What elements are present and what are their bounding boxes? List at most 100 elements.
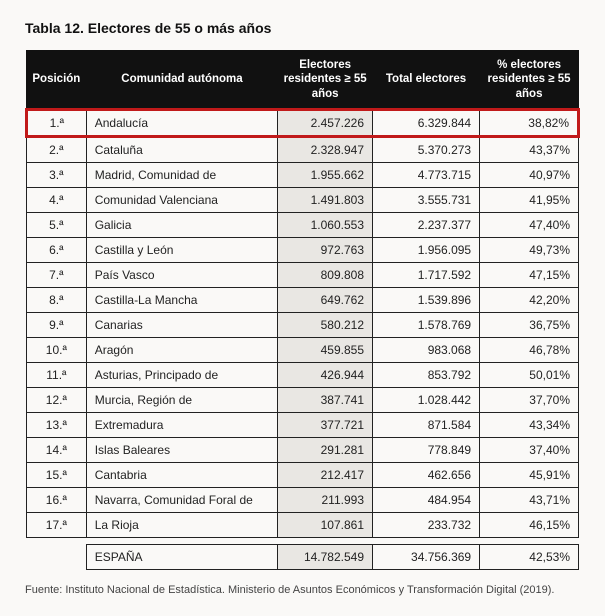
table-row: 12.ªMurcia, Región de387.7411.028.44237,… [27,388,579,413]
cell-pos: 2.ª [27,137,87,163]
cell-pos: 8.ª [27,288,87,313]
col-name: Comunidad autónoma [86,51,278,110]
table-row: 8.ªCastilla-La Mancha649.7621.539.89642,… [27,288,579,313]
cell-pos: 5.ª [27,213,87,238]
cell-tot: 1.578.769 [373,313,480,338]
table-row: 5.ªGalicia1.060.5532.237.37747,40% [27,213,579,238]
table-title: Tabla 12. Electores de 55 o más años [25,20,580,36]
cell-e55: 649.762 [278,288,373,313]
cell-name: Comunidad Valenciana [86,188,278,213]
cell-name: Islas Baleares [86,438,278,463]
cell-e55: 1.955.662 [278,163,373,188]
cell-tot: 1.717.592 [373,263,480,288]
table-row: 14.ªIslas Baleares291.281778.84937,40% [27,438,579,463]
cell-e55: 212.417 [278,463,373,488]
table-row: 1.ªAndalucía2.457.2266.329.84438,82% [27,110,579,137]
cell-e55: 387.741 [278,388,373,413]
cell-name: Cataluña [86,137,278,163]
table-row: 2.ªCataluña2.328.9475.370.27343,37% [27,137,579,163]
cell-pct: 42,20% [480,288,579,313]
cell-pos: 4.ª [27,188,87,213]
cell-pct: 38,82% [480,110,579,137]
cell-tot: 1.028.442 [373,388,480,413]
cell-name: Madrid, Comunidad de [86,163,278,188]
cell-pct: 40,97% [480,163,579,188]
cell-tot: 484.954 [373,488,480,513]
cell-pct: 46,15% [480,513,579,538]
table-row: 10.ªAragón459.855983.06846,78% [27,338,579,363]
cell-tot: 1.956.095 [373,238,480,263]
cell-tot: 1.539.896 [373,288,480,313]
cell-name: Aragón [86,338,278,363]
cell-name: Navarra, Comunidad Foral de [86,488,278,513]
cell-e55: 211.993 [278,488,373,513]
cell-pos: 12.ª [27,388,87,413]
cell-name: País Vasco [86,263,278,288]
cell-tot: 4.773.715 [373,163,480,188]
total-pct: 42,53% [480,545,579,570]
cell-pct: 36,75% [480,313,579,338]
cell-pos: 3.ª [27,163,87,188]
cell-name: Andalucía [86,110,278,137]
cell-e55: 972.763 [278,238,373,263]
cell-pct: 45,91% [480,463,579,488]
cell-pct: 49,73% [480,238,579,263]
total-tot: 34.756.369 [373,545,480,570]
cell-tot: 983.068 [373,338,480,363]
table-row: 17.ªLa Rioja107.861233.73246,15% [27,513,579,538]
cell-pct: 47,15% [480,263,579,288]
cell-e55: 107.861 [278,513,373,538]
cell-pos: 10.ª [27,338,87,363]
cell-name: Canarias [86,313,278,338]
cell-name: La Rioja [86,513,278,538]
cell-pos: 14.ª [27,438,87,463]
col-pct: % electores residentes ≥ 55 años [480,51,579,110]
cell-name: Castilla-La Mancha [86,288,278,313]
cell-pos: 17.ª [27,513,87,538]
cell-name: Asturias, Principado de [86,363,278,388]
cell-e55: 2.328.947 [278,137,373,163]
cell-tot: 5.370.273 [373,137,480,163]
cell-tot: 233.732 [373,513,480,538]
cell-e55: 426.944 [278,363,373,388]
total-row: ESPAÑA14.782.54934.756.36942,53% [27,545,579,570]
electors-table: Posición Comunidad autónoma Electores re… [25,50,580,570]
col-pos: Posición [27,51,87,110]
cell-tot: 2.237.377 [373,213,480,238]
table-row: 3.ªMadrid, Comunidad de1.955.6624.773.71… [27,163,579,188]
cell-name: Cantabria [86,463,278,488]
total-name: ESPAÑA [86,545,278,570]
cell-pct: 47,40% [480,213,579,238]
source-footnote: Fuente: Instituto Nacional de Estadístic… [25,584,580,596]
cell-e55: 291.281 [278,438,373,463]
cell-pos: 13.ª [27,413,87,438]
cell-pos: 6.ª [27,238,87,263]
cell-pct: 43,71% [480,488,579,513]
cell-pos: 7.ª [27,263,87,288]
cell-pos: 16.ª [27,488,87,513]
cell-e55: 377.721 [278,413,373,438]
table-row: 13.ªExtremadura377.721871.58443,34% [27,413,579,438]
cell-name: Extremadura [86,413,278,438]
cell-e55: 1.060.553 [278,213,373,238]
cell-e55: 809.808 [278,263,373,288]
cell-e55: 459.855 [278,338,373,363]
cell-tot: 3.555.731 [373,188,480,213]
cell-pos: 9.ª [27,313,87,338]
cell-pct: 43,34% [480,413,579,438]
cell-pct: 41,95% [480,188,579,213]
cell-tot: 853.792 [373,363,480,388]
cell-name: Galicia [86,213,278,238]
table-row: 6.ªCastilla y León972.7631.956.09549,73% [27,238,579,263]
table-row: 4.ªComunidad Valenciana1.491.8033.555.73… [27,188,579,213]
total-e55: 14.782.549 [278,545,373,570]
table-row: 11.ªAsturias, Principado de426.944853.79… [27,363,579,388]
table-row: 16.ªNavarra, Comunidad Foral de211.99348… [27,488,579,513]
cell-tot: 462.656 [373,463,480,488]
cell-name: Murcia, Región de [86,388,278,413]
col-e55: Electores residentes ≥ 55 años [278,51,373,110]
cell-pos: 1.ª [27,110,87,137]
table-row: 9.ªCanarias580.2121.578.76936,75% [27,313,579,338]
cell-name: Castilla y León [86,238,278,263]
cell-pct: 37,70% [480,388,579,413]
